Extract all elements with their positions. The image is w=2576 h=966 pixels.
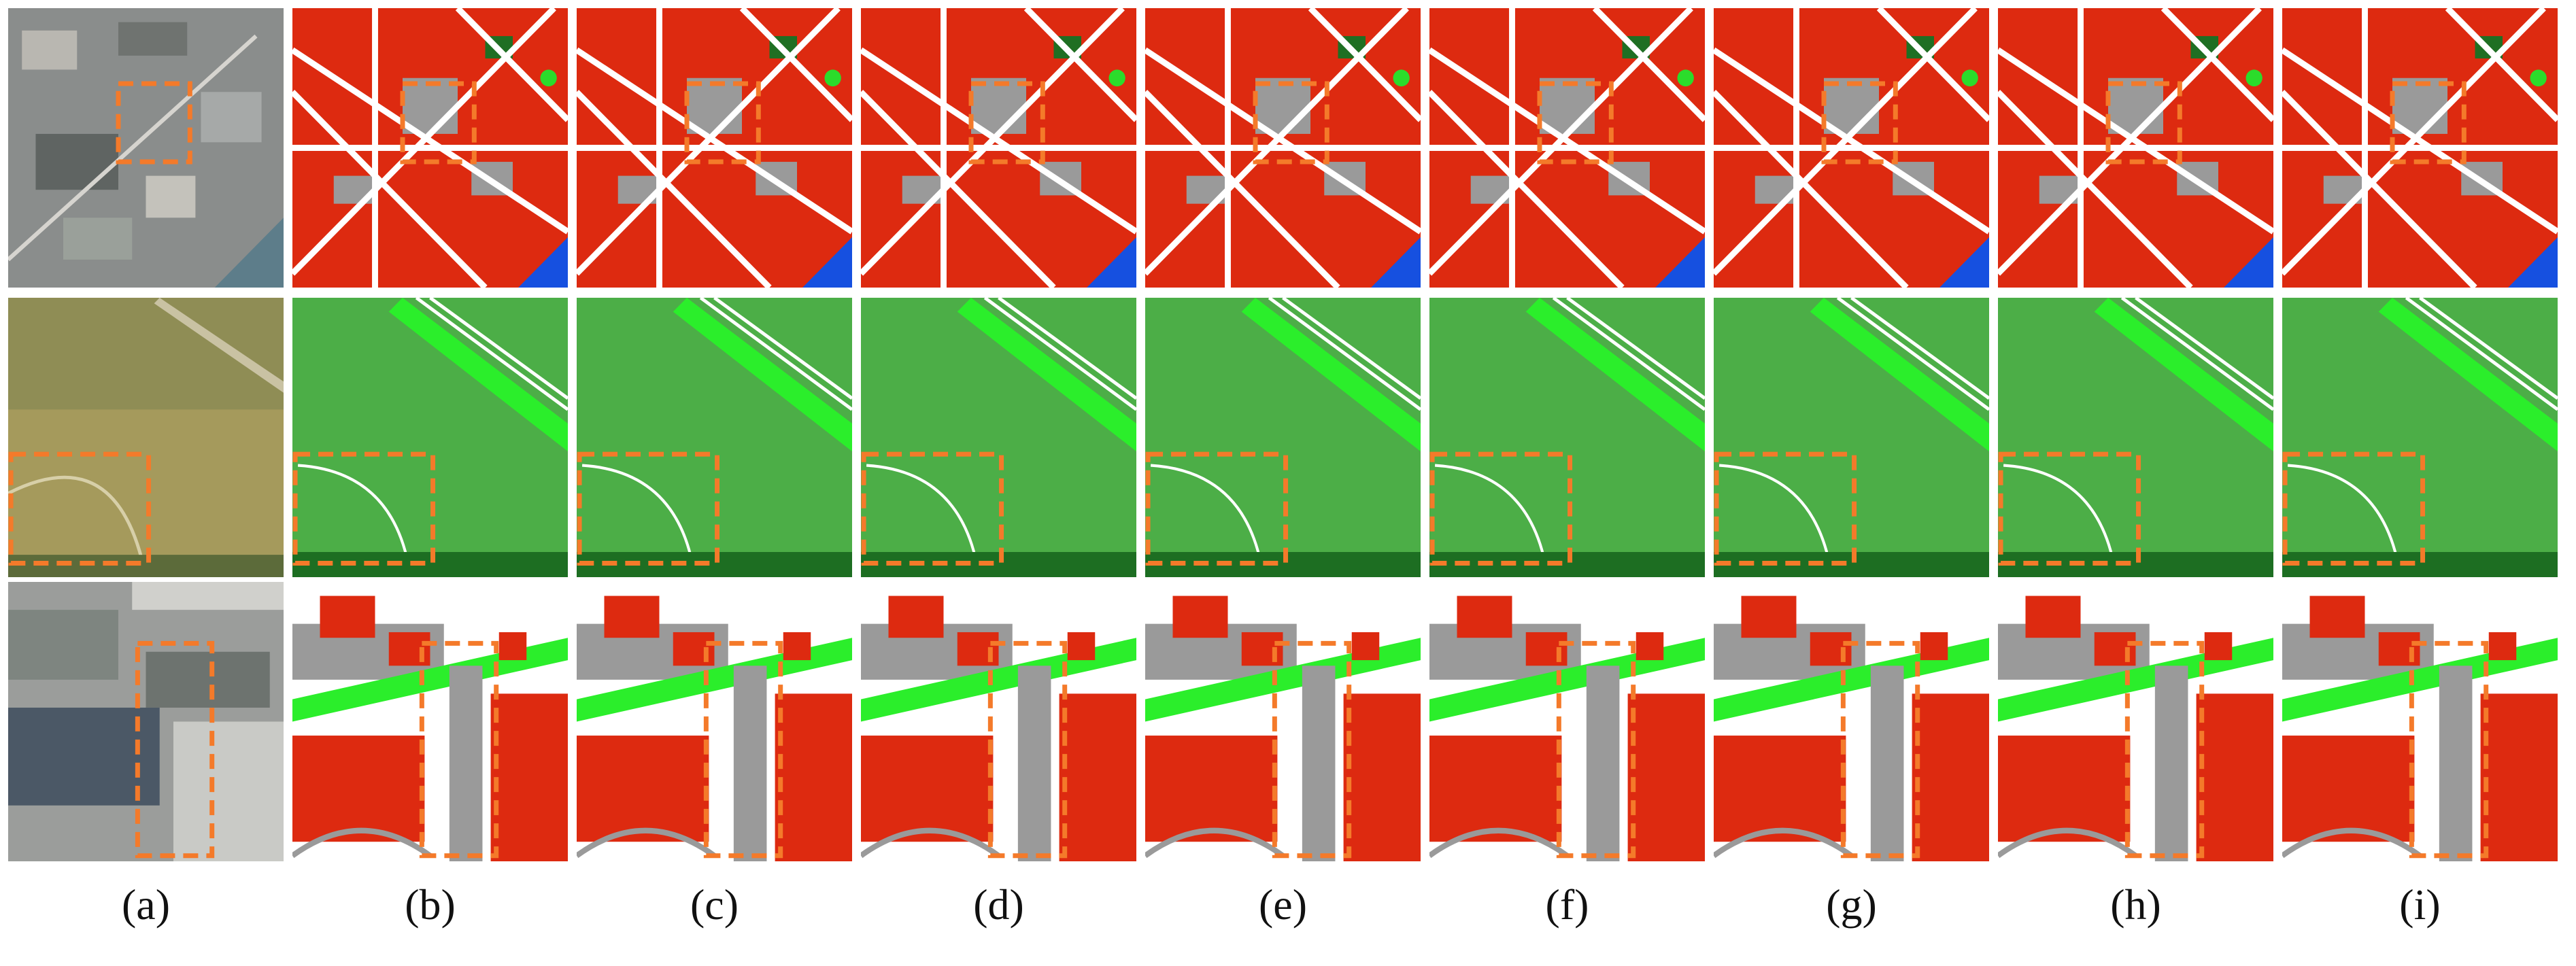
- segmentation-map: [1429, 298, 1705, 577]
- highlight-box: [1429, 451, 1573, 566]
- segmentation-map: [861, 582, 1136, 861]
- segmentation-map: [292, 8, 568, 288]
- highlight-box: [968, 81, 1045, 165]
- segmentation-map: [1998, 582, 2273, 861]
- panel-label: (i): [2399, 880, 2440, 929]
- segmentation-map: [1714, 582, 1989, 861]
- highlight-box: [1556, 640, 1636, 859]
- segmentation-map: [577, 8, 852, 288]
- highlight-box: [577, 451, 720, 566]
- highlight-box: [116, 81, 192, 165]
- segmentation-map: [577, 582, 852, 861]
- segmentation-map: [861, 298, 1136, 577]
- highlight-box: [1272, 640, 1352, 859]
- panel-label: (e): [1259, 880, 1307, 929]
- highlight-box: [2124, 640, 2205, 859]
- segmentation-map: [1145, 8, 1421, 288]
- panel-label: (f): [1546, 880, 1589, 929]
- panel-label: (d): [973, 880, 1024, 929]
- input-image: [8, 8, 284, 288]
- segmentation-map: [1429, 8, 1705, 288]
- panel-label: (b): [405, 880, 456, 929]
- highlight-box: [1840, 640, 1920, 859]
- segmentation-map: [1714, 298, 1989, 577]
- segmentation-map: [861, 8, 1136, 288]
- segmentation-map: [292, 582, 568, 861]
- highlight-box: [703, 640, 783, 859]
- highlight-box: [987, 640, 1068, 859]
- segmentation-map: [292, 298, 568, 577]
- panel-label: (a): [122, 880, 170, 929]
- highlight-box: [2105, 81, 2182, 165]
- highlight-box: [8, 451, 152, 566]
- segmentation-map: [2282, 8, 2558, 288]
- panel-label: (c): [690, 880, 739, 929]
- highlight-box: [419, 640, 499, 859]
- highlight-box: [292, 451, 436, 566]
- highlight-box: [1253, 81, 1329, 165]
- highlight-box: [1821, 81, 1898, 165]
- segmentation-map: [1998, 8, 2273, 288]
- panel-label: (h): [2110, 880, 2161, 929]
- segmentation-map: [577, 298, 852, 577]
- segmentation-map: [2282, 582, 2558, 861]
- highlight-box: [1537, 81, 1614, 165]
- segmentation-map: [2282, 298, 2558, 577]
- highlight-box: [1998, 451, 2141, 566]
- highlight-box: [1714, 451, 1857, 566]
- highlight-box: [2390, 81, 2467, 165]
- segmentation-map: [1714, 8, 1989, 288]
- segmentation-map: [1145, 298, 1421, 577]
- highlight-box: [400, 81, 477, 165]
- segmentation-map: [1145, 582, 1421, 861]
- highlight-box: [2282, 451, 2426, 566]
- input-image: [8, 298, 284, 577]
- highlight-box: [2409, 640, 2489, 859]
- highlight-box: [1145, 451, 1289, 566]
- panel-labels: (a) (b) (c) (d) (e) (f) (g) (h) (i): [122, 880, 2441, 929]
- highlight-box: [684, 81, 761, 165]
- highlight-box: [135, 640, 215, 859]
- input-image: [8, 582, 284, 861]
- segmentation-map: [1429, 582, 1705, 861]
- panel-grid: [8, 8, 2558, 861]
- highlight-box: [861, 451, 1004, 566]
- segmentation-map: [1998, 298, 2273, 577]
- panel-label: (g): [1826, 880, 1877, 929]
